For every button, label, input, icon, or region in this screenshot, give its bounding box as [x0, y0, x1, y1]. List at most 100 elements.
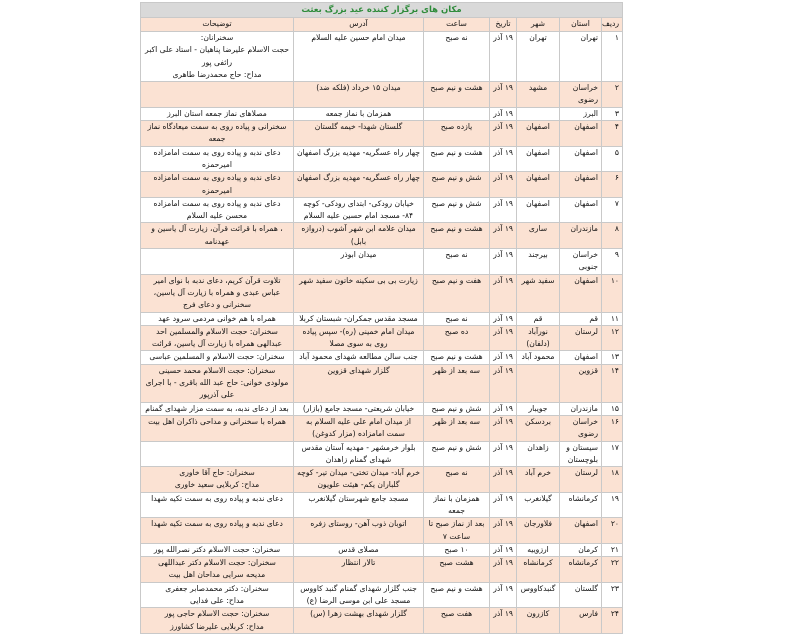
cell-time: بعد از نماز صبح تا ساعت ۷: [423, 517, 490, 544]
table-title-row: مکان های برگزار کننده عید بزرگ بعثت: [140, 2, 623, 18]
cell-province: البرز: [559, 106, 602, 122]
table-row: ۲۱ کرمان ارزوییه ۱۹ آذر ۱۰ صبح مصلای قدس سخنرا…: [140, 542, 623, 558]
cell-city: زاهدان: [516, 440, 560, 468]
cell-address: جنب سالن مطالعه شهدای محمود آباد: [293, 350, 424, 365]
table-row: ۲ خراسان رضوی مشهد ۱۹ آذر هشت و نیم صبح میدان…: [140, 81, 623, 108]
cell-time: یازده صبح: [423, 120, 490, 147]
cell-city: مشهد: [516, 81, 560, 108]
cell-description: سخنران: حجت الاسلام دکتر نصرالله پور: [140, 542, 294, 558]
cell-province: اصفهان: [559, 273, 602, 313]
cell-province: مازندران: [559, 401, 602, 416]
cell-description: سخنران: حجت الاسلام والمسلمین احد عبداله…: [140, 324, 294, 352]
cell-address: میدان امام خمینی (ره)- سپس پیاده روی به …: [293, 324, 424, 352]
cell-address: اتوبان ذوب آهن- روستای زفره: [293, 517, 424, 544]
cell-address: میدان علامه ابن شهر آشوب (دروازه بابل): [293, 222, 424, 250]
cell-date: ۱۹ آذر: [489, 81, 517, 108]
cell-time: ۱۰ صبح: [423, 542, 490, 558]
events-table-container: مکان های برگزار کننده عید بزرگ بعثت ردیف…: [140, 2, 623, 634]
table-row: ۲۴ فارس کازرون ۱۹ آذر هفت صبح گلزار شهدای بهش…: [140, 607, 623, 634]
cell-num: ۶: [601, 171, 623, 198]
table-row: ۳ البرز ۱۹ آذر همزمان با نماز جمعه مصلاهای ن…: [140, 106, 623, 122]
cell-date: ۱۹ آذر: [489, 311, 517, 326]
cell-province: کرمانشاه: [559, 556, 602, 583]
table-row: ۹ خراسان جنوبی بیرجند ۱۹ آذر نه صبح میدان ابو…: [140, 248, 623, 275]
cell-date: ۱۹ آذر: [489, 363, 517, 403]
cell-address: مصلای قدس: [293, 542, 424, 558]
cell-city: ارزوییه: [516, 542, 560, 558]
cell-date: ۱۹ آذر: [489, 145, 517, 173]
cell-num: ۱۱: [601, 311, 623, 326]
cell-date: ۱۹ آذر: [489, 248, 517, 275]
cell-address: گلستان شهدا- خیمه گلستان: [293, 120, 424, 147]
cell-address: میدان ۱۵ خرداد (فلکه ضد): [293, 81, 424, 108]
cell-time: هشت و نیم صبح: [423, 81, 490, 108]
cell-address: مسجد مقدس جمکران- شبستان کربلا: [293, 311, 424, 326]
cell-address: خیابان رودکی- ابتدای رودکی- کوچه ۸۴- مسج…: [293, 196, 424, 224]
cell-description: ، همراه با قرائت قرآن، زیارت آل یاسین و …: [140, 222, 294, 250]
cell-num: ۲۰: [601, 517, 623, 544]
cell-province: اصفهان: [559, 517, 602, 544]
cell-date: ۱۹ آذر: [489, 414, 517, 442]
cell-province: لرستان: [559, 466, 602, 493]
table-row: ۷ اصفهان اصفهان ۱۹ آذر شش و نیم صبح خیابان رو…: [140, 196, 623, 224]
table-row: ۱۹ کرمانشاه گیلانغرب ۱۹ آذر همزمان با نماز ج…: [140, 491, 623, 519]
cell-address: مسجد جامع شهرستان گیلانغرب: [293, 491, 424, 519]
cell-address: جنب گلزار شهدای گمنام گنبد کاووس مسجد عل…: [293, 581, 424, 609]
cell-address: چهار راه عسگریه- مهدیه بزرگ اصفهان: [293, 171, 424, 198]
cell-description: همراه با سخنرانی و مداحی ذاکران اهل بیت: [140, 414, 294, 442]
header-date: تاریخ: [489, 17, 517, 32]
cell-time: شش و نیم صبح: [423, 401, 490, 416]
cell-time: هشت و نیم صبح: [423, 222, 490, 250]
cell-city: گنبدکاووس: [516, 581, 560, 609]
cell-num: ۱۵: [601, 401, 623, 416]
cell-date: ۱۹ آذر: [489, 581, 517, 609]
cell-province: قزوین: [559, 363, 602, 403]
cell-city: ساری: [516, 222, 560, 250]
table-row: ۲۰ اصفهان فلاورجان ۱۹ آذر بعد از نماز صبح تا…: [140, 517, 623, 544]
cell-time: شش و نیم صبح: [423, 171, 490, 198]
cell-province: خراسان رضوی: [559, 414, 602, 442]
cell-time: نه صبح: [423, 311, 490, 326]
cell-province: اصفهان: [559, 171, 602, 198]
cell-time: هشت و نیم صبح: [423, 581, 490, 609]
cell-date: ۱۹ آذر: [489, 120, 517, 147]
cell-num: ۱۰: [601, 273, 623, 313]
table-row: ۱۴ قزوین ۱۹ آذر سه بعد از ظهر گلزار شهدای قز…: [140, 363, 623, 403]
cell-description: مصلاهای نماز جمعه استان البرز: [140, 106, 294, 122]
cell-num: ۱۳: [601, 350, 623, 365]
cell-province: اصفهان: [559, 196, 602, 224]
cell-province: کرمان: [559, 542, 602, 558]
cell-time: هشت صبح: [423, 556, 490, 583]
cell-date: ۱۹ آذر: [489, 30, 517, 83]
cell-address: همزمان با نماز جمعه: [293, 106, 424, 122]
cell-time: همزمان با نماز جمعه: [423, 491, 490, 519]
cell-date: ۱۹ آذر: [489, 401, 517, 416]
header-city: شهر: [516, 17, 560, 32]
cell-city: فلاورجان: [516, 517, 560, 544]
cell-time: سه بعد از ظهر: [423, 363, 490, 403]
header-address: آدرس: [293, 17, 424, 32]
cell-num: ۱۶: [601, 414, 623, 442]
cell-address: از میدان امام علی علیه السلام به سمت اما…: [293, 414, 424, 442]
cell-time: هفت و نیم صبح: [423, 273, 490, 313]
cell-description: سخنران: حجت الاسلام محمد حسینی مولودی خو…: [140, 363, 294, 403]
cell-num: ۳: [601, 106, 623, 122]
cell-time: شش و نیم صبح: [423, 196, 490, 224]
cell-time: شش و نیم صبح: [423, 440, 490, 468]
cell-address: گلزار شهدای بهشت زهرا (س): [293, 607, 424, 634]
table-row: ۱۵ مازندران جویبار ۱۹ آذر شش و نیم صبح خیابان…: [140, 401, 623, 416]
cell-province: کرمانشاه: [559, 491, 602, 519]
cell-num: ۱۲: [601, 324, 623, 352]
cell-description: دعای ندبه و پیاده روی به سمت تکیه شهدا: [140, 491, 294, 519]
header-time: ساعت: [423, 17, 490, 32]
cell-num: ۲۴: [601, 607, 623, 634]
table-row: ۲۳ گلستان گنبدکاووس ۱۹ آذر هشت و نیم صبح جنب …: [140, 581, 623, 609]
table-row: ۵ اصفهان اصفهان ۱۹ آذر هشت و نیم صبح چهار راه…: [140, 145, 623, 173]
cell-num: ۹: [601, 248, 623, 275]
cell-num: ۱۹: [601, 491, 623, 519]
cell-date: ۱۹ آذر: [489, 556, 517, 583]
cell-num: ۲۱: [601, 542, 623, 558]
cell-city: [516, 363, 560, 403]
cell-address: بلوار خرمشهر - مهدیه آستان مقدس شهدای گم…: [293, 440, 424, 468]
cell-num: ۸: [601, 222, 623, 250]
